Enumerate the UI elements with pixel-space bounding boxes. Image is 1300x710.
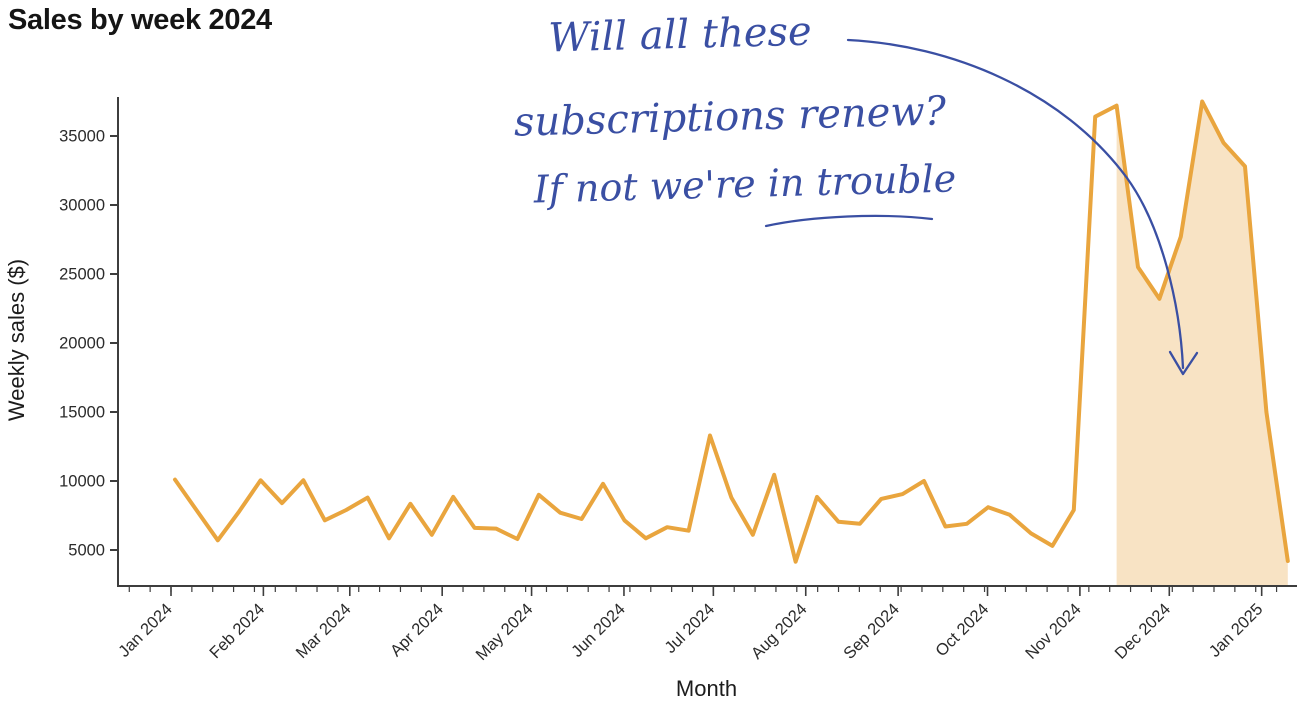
renewal-highlight-area <box>1116 101 1288 585</box>
x-tick-label: Feb 2024 <box>206 600 268 662</box>
x-tick-label: Jan 2025 <box>1206 600 1267 661</box>
annotation-underline <box>764 214 934 228</box>
x-tick-label: Nov 2024 <box>1022 600 1085 663</box>
x-tick-label: May 2024 <box>472 600 536 664</box>
y-tick-label: 25000 <box>59 266 105 284</box>
x-tick-label: Dec 2024 <box>1111 600 1174 663</box>
annotation-text-line1: Will all these <box>547 8 813 62</box>
x-tick-label: Sep 2024 <box>840 600 903 663</box>
y-tick-label: 15000 <box>59 404 105 422</box>
x-tick-label: Jan 2024 <box>115 600 176 661</box>
x-tick-label: Jun 2024 <box>568 600 629 661</box>
annotation-arrowhead <box>1168 350 1199 376</box>
x-tick-label: Jul 2024 <box>661 600 718 657</box>
y-axis-title: Weekly sales ($) <box>4 259 29 421</box>
weekly-sales-line <box>173 99 1290 564</box>
x-tick-label: Mar 2024 <box>293 600 355 662</box>
x-tick-label: Oct 2024 <box>932 600 992 660</box>
page-title: Sales by week 2024 <box>8 4 272 36</box>
x-axis-title: Month <box>676 676 737 701</box>
x-tick-label: Apr 2024 <box>387 600 447 660</box>
y-tick-label: 35000 <box>59 128 105 146</box>
annotation-arrow <box>846 38 1185 370</box>
y-tick-label: 10000 <box>59 473 105 491</box>
x-tick-label: Aug 2024 <box>748 600 811 663</box>
y-tick-label: 30000 <box>59 197 105 215</box>
annotation-text-line2: subscriptions renew? <box>513 88 947 146</box>
y-tick-label: 20000 <box>59 335 105 353</box>
y-tick-label: 5000 <box>68 542 105 560</box>
